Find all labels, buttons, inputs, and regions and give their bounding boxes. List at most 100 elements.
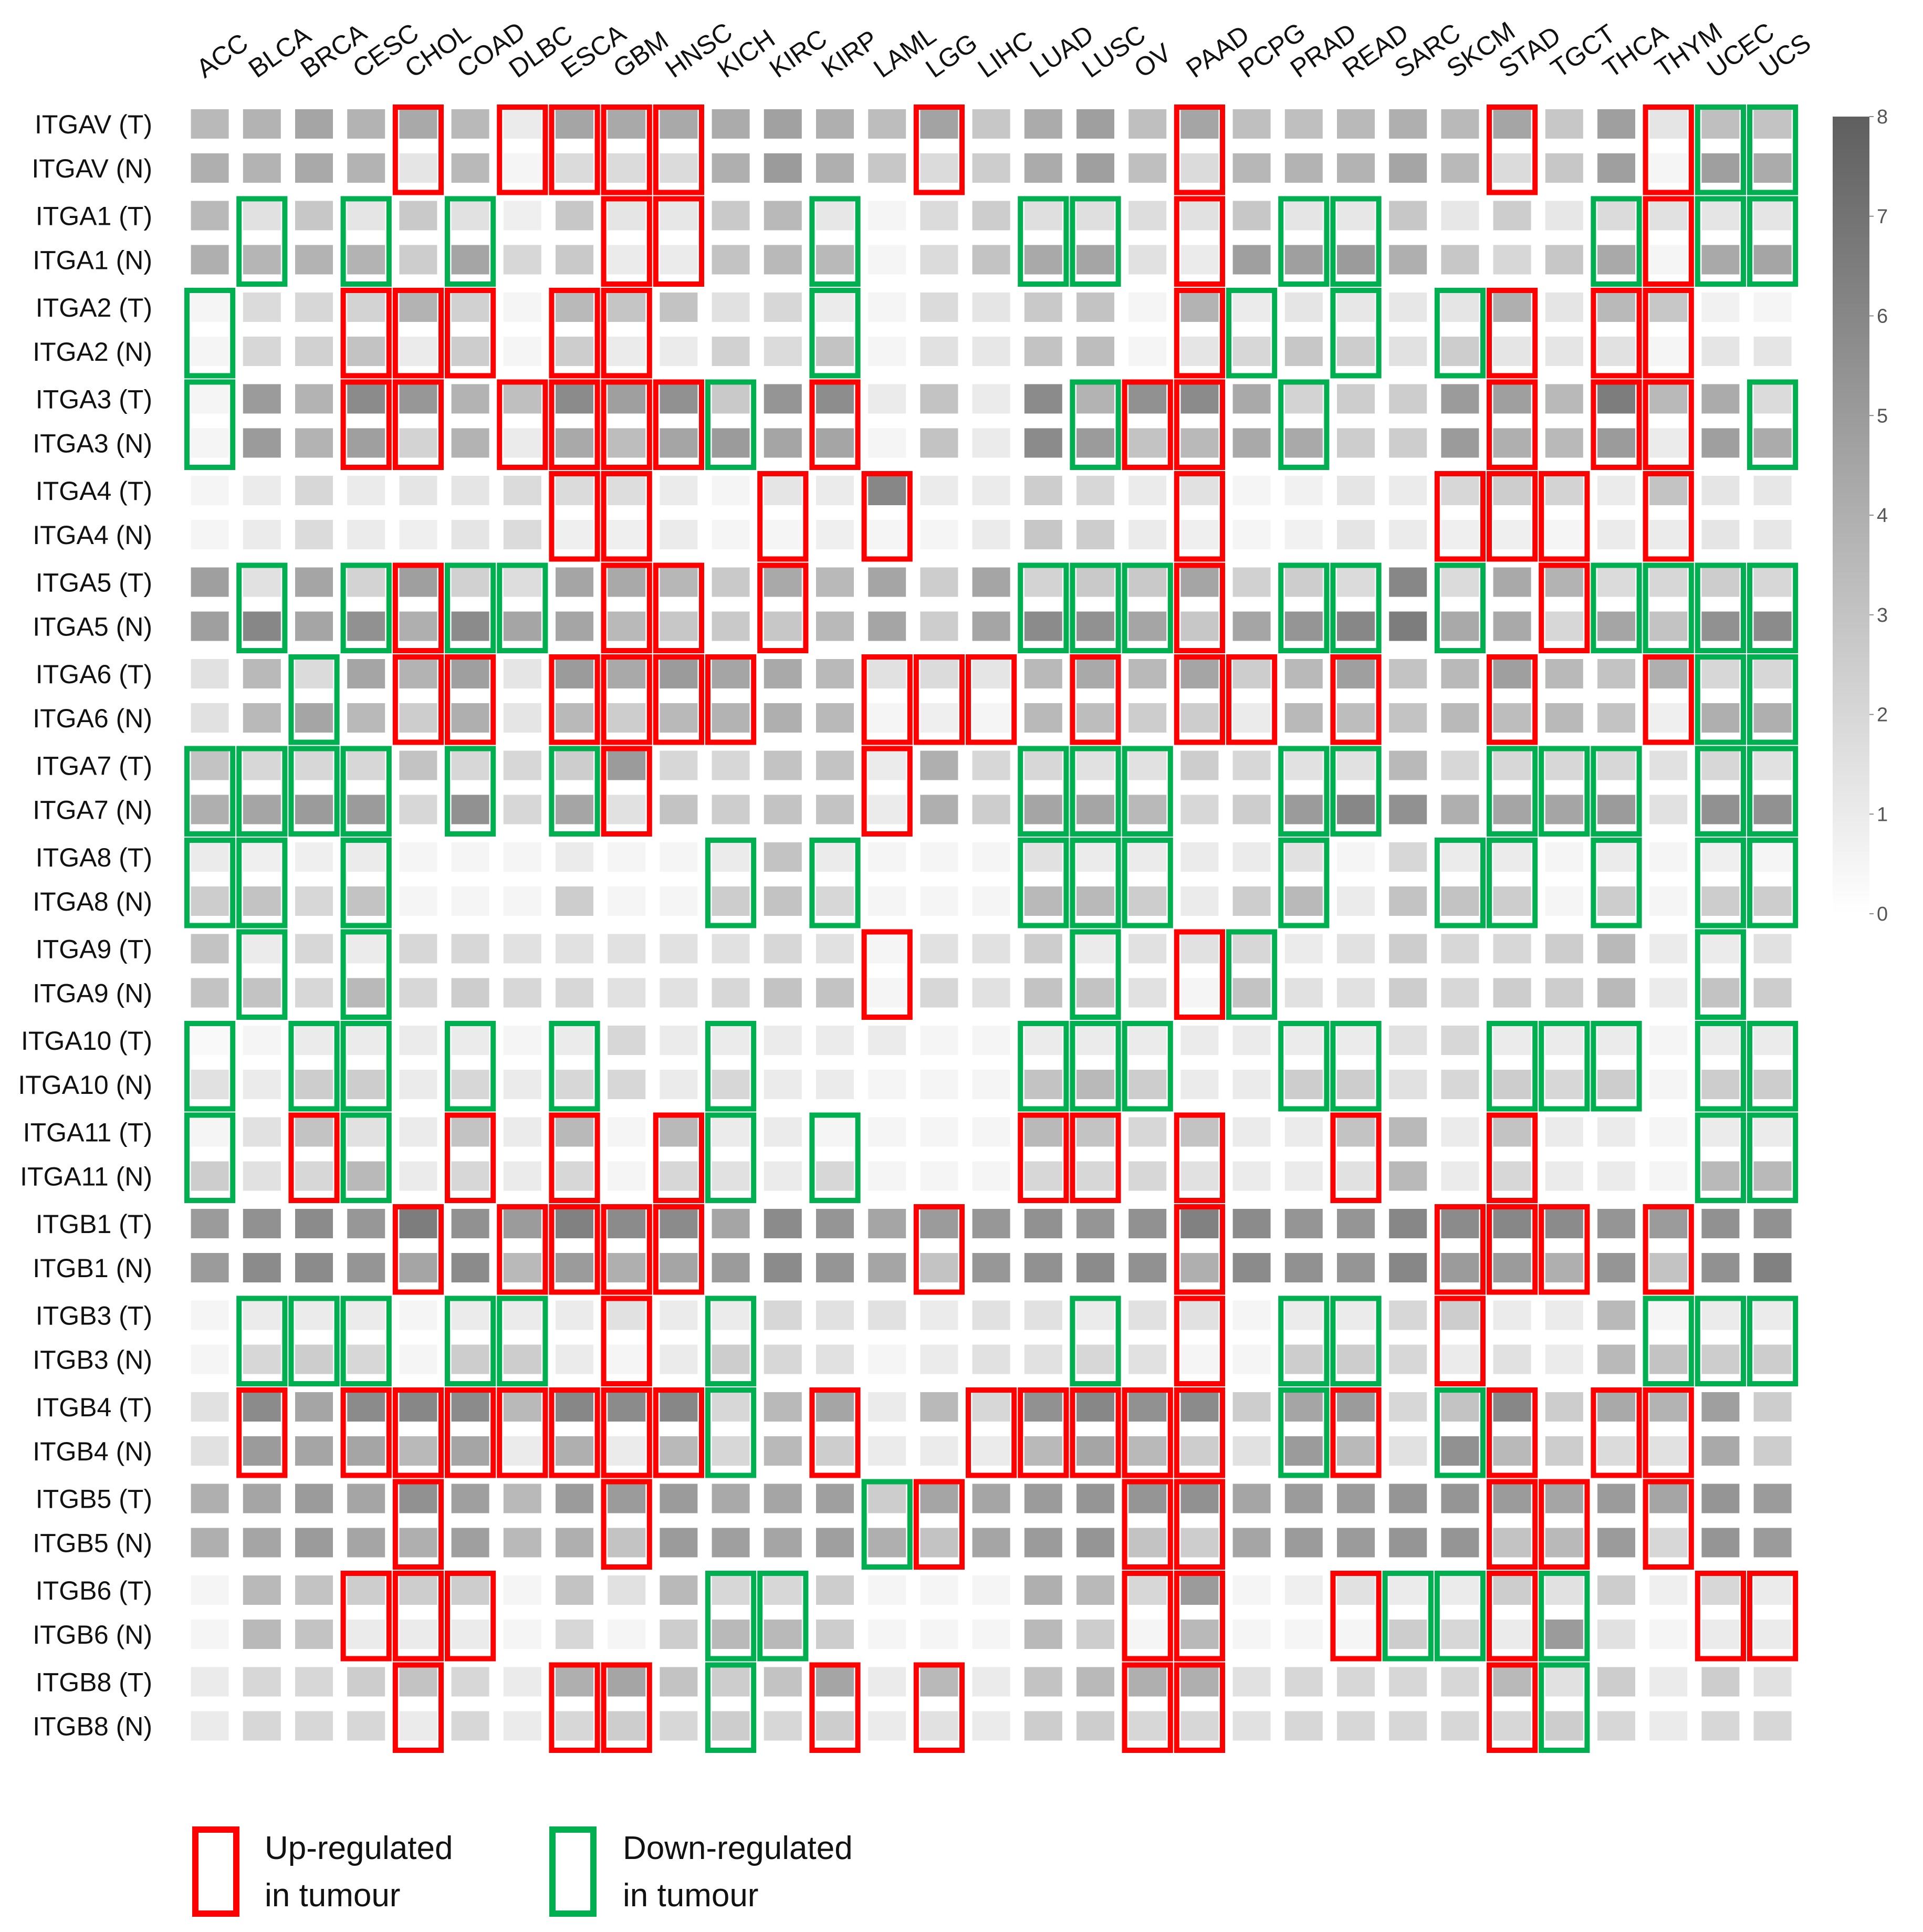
cell-itga9-n-paad xyxy=(1180,978,1219,1008)
cell-itga7-t-kich xyxy=(712,750,750,780)
cell-itgb6-n-thym xyxy=(1649,1620,1688,1649)
up-box-itga11-esca xyxy=(549,1112,600,1203)
up-box-itgav-stad xyxy=(1487,105,1538,195)
cell-itga11-n-lihc xyxy=(972,1161,1010,1191)
cell-itgb4-n-brca xyxy=(295,1436,333,1466)
cell-itga1-t-ucs xyxy=(1753,201,1792,231)
cell-itgb1-t-thca xyxy=(1597,1209,1635,1238)
cell-itgb6-n-esca xyxy=(556,1620,593,1649)
cell-itga1-n-ov xyxy=(1128,245,1167,275)
cell-itgb8-t-acc xyxy=(191,1667,229,1697)
cell-itga8-n-lusc xyxy=(1077,886,1114,916)
cell-itga9-t-kirp xyxy=(816,934,854,964)
cell-itgb6-n-lihc xyxy=(972,1620,1010,1649)
cell-itgb8-t-luad xyxy=(1024,1667,1062,1697)
cell-itgb6-t-laml xyxy=(868,1575,906,1605)
row-label-itga2-n: ITGA2 (N) xyxy=(33,337,152,367)
cell-itgb1-t-dlbc xyxy=(503,1209,541,1238)
cell-itgb3-t-lusc xyxy=(1077,1300,1114,1330)
cell-itga1-t-tgct xyxy=(1545,201,1583,231)
cell-itga1-n-acc xyxy=(191,245,229,275)
cell-itgb4-n-sarc xyxy=(1389,1436,1427,1466)
col-label-lihc: LIHC xyxy=(973,25,1038,83)
cell-itga9-t-kich xyxy=(712,934,750,964)
row-label-itgb6-t: ITGB6 (T) xyxy=(36,1576,152,1605)
cell-itgb6-n-thca xyxy=(1597,1620,1635,1649)
cell-itgb6-t-luad xyxy=(1024,1575,1062,1605)
cell-itgb4-t-dlbc xyxy=(503,1392,541,1422)
cell-itgb5-n-brca xyxy=(295,1528,333,1558)
cell-itgb1-n-hnsc xyxy=(660,1253,698,1282)
row-label-itga6-n: ITGA6 (N) xyxy=(33,704,152,733)
cell-itga11-n-kirc xyxy=(764,1161,802,1191)
legend-down-swatch xyxy=(549,1826,597,1917)
cell-itgav-t-ov xyxy=(1128,109,1167,139)
down-box-itgb6-sarc xyxy=(1382,1571,1434,1662)
cell-itgb5-n-esca xyxy=(556,1528,593,1558)
cell-itga3-t-kich xyxy=(712,384,750,414)
cell-itgb3-n-ucec xyxy=(1701,1344,1740,1374)
up-box-itga6-esca xyxy=(549,654,600,745)
up-box-itgb4-paad xyxy=(1174,1387,1226,1478)
cell-itgb6-t-pcpg xyxy=(1232,1575,1271,1605)
cell-itga7-n-laml xyxy=(868,795,906,824)
cell-itgav-t-ucec xyxy=(1701,109,1740,139)
down-box-itga6-ucec xyxy=(1695,654,1747,745)
colorbar-gradient xyxy=(1833,117,1869,914)
cell-itgb5-t-tgct xyxy=(1545,1484,1583,1513)
cell-itga6-n-chol xyxy=(399,703,437,733)
cell-itga11-n-hnsc xyxy=(660,1161,698,1191)
cell-itga3-n-pcpg xyxy=(1232,428,1271,458)
cell-itgb8-t-laml xyxy=(868,1667,906,1697)
cell-itgb1-t-read xyxy=(1337,1209,1375,1238)
down-box-itga7-lusc xyxy=(1070,746,1121,837)
cell-itgav-t-hnsc xyxy=(660,109,698,139)
down-box-itga8-acc xyxy=(184,838,236,928)
cell-itga2-t-skcm xyxy=(1441,293,1479,322)
up-box-itga3-ov xyxy=(1122,379,1173,470)
cell-itga9-t-thym xyxy=(1649,934,1688,964)
cell-itgb6-n-laml xyxy=(868,1620,906,1649)
cell-itga2-n-dlbc xyxy=(503,337,541,366)
down-box-itga7-tgct xyxy=(1539,746,1590,837)
up-box-itgb4-coad xyxy=(445,1387,496,1478)
cell-itga1-n-lihc xyxy=(972,245,1010,275)
cell-itga10-n-read xyxy=(1337,1070,1375,1099)
down-box-itgb3-ucec xyxy=(1695,1296,1747,1386)
cell-itga1-n-lgg xyxy=(920,245,958,275)
cell-itgb6-n-ucec xyxy=(1701,1620,1740,1649)
cell-itgav-n-lgg xyxy=(920,153,958,183)
row-label-itgb6-n: ITGB6 (N) xyxy=(33,1620,152,1649)
cell-itgb1-t-lusc xyxy=(1077,1209,1114,1238)
cell-itga7-t-kirp xyxy=(816,750,854,780)
cell-itgb1-t-kich xyxy=(712,1209,750,1238)
cell-itga2-n-thym xyxy=(1649,337,1688,366)
cell-itga3-t-skcm xyxy=(1441,384,1479,414)
cell-itgb1-n-esca xyxy=(556,1253,593,1282)
cell-itga9-n-sarc xyxy=(1389,978,1427,1008)
cell-itgb3-t-read xyxy=(1337,1300,1375,1330)
cell-itga5-n-coad xyxy=(451,611,489,641)
down-box-itga10-cesc xyxy=(340,1021,392,1112)
cell-itgb5-t-cesc xyxy=(347,1484,385,1513)
cell-itga4-n-lihc xyxy=(972,520,1010,549)
cell-itgb1-t-kirc xyxy=(764,1209,802,1238)
cell-itgb6-t-ov xyxy=(1128,1575,1167,1605)
up-box-itgb6-stad xyxy=(1487,1571,1538,1662)
cell-itga6-t-tgct xyxy=(1545,659,1583,688)
cell-itgb8-t-paad xyxy=(1180,1667,1219,1697)
cell-itga8-t-read xyxy=(1337,842,1375,872)
cell-itgb8-t-thca xyxy=(1597,1667,1635,1697)
cell-itga5-n-gbm xyxy=(608,611,646,641)
cell-itga5-t-coad xyxy=(451,567,489,597)
up-box-itga3-chol xyxy=(392,379,444,470)
cell-itgav-n-esca xyxy=(556,153,593,183)
cell-itgb1-n-blca xyxy=(243,1253,281,1282)
cell-itga3-t-prad xyxy=(1284,384,1323,414)
cell-itga6-n-laml xyxy=(868,703,906,733)
cell-itgb1-n-brca xyxy=(295,1253,333,1282)
cell-itga10-t-thym xyxy=(1649,1026,1688,1055)
cell-itga3-t-kirp xyxy=(816,384,854,414)
cell-itga4-n-lusc xyxy=(1077,520,1114,549)
cell-itga4-n-kirc xyxy=(764,520,802,549)
